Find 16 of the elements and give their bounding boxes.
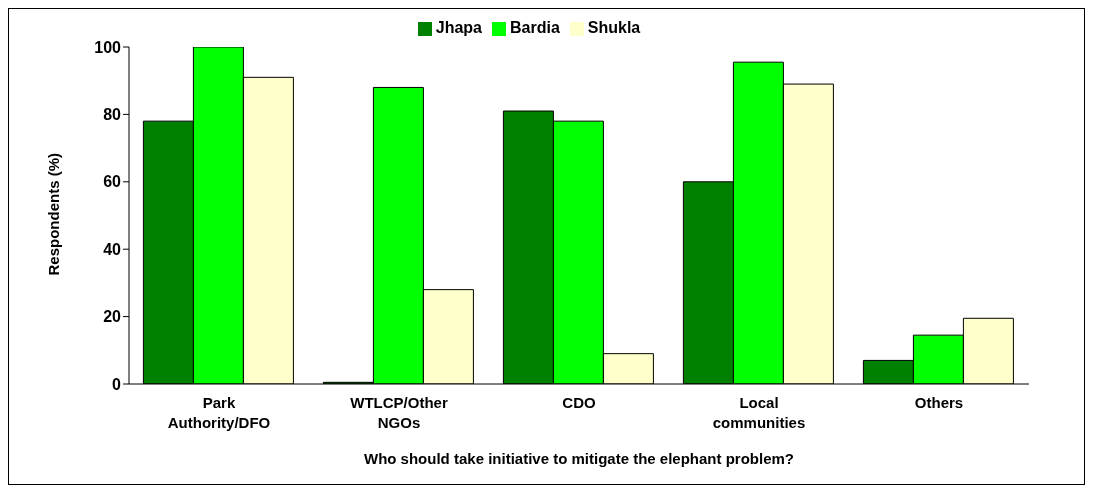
x-tick-label: CDO	[562, 394, 596, 411]
y-tick-label: 20	[103, 308, 122, 326]
y-axis-title: Respondents (%)	[45, 152, 63, 276]
x-tick-label: Local communities	[712, 394, 806, 431]
x-tick-label: WTLCP/Other NGOs	[350, 394, 448, 431]
y-tick-label: 100	[94, 38, 122, 56]
y-tick-label: 60	[103, 173, 122, 191]
y-tick-label: 40	[103, 240, 122, 258]
legend-label: Jhapa	[435, 19, 482, 36]
x-axis-title: Who should take initiative to mitigate the elephant problem?	[363, 450, 795, 467]
legend-label: Bardia	[509, 19, 560, 36]
x-tick-label: Others	[914, 394, 964, 411]
legend-label: Shukla	[587, 19, 641, 36]
x-tick-label: Park Authority/DFO	[167, 394, 271, 431]
y-tick-label: 0	[112, 375, 122, 393]
y-tick-label: 80	[103, 106, 122, 124]
